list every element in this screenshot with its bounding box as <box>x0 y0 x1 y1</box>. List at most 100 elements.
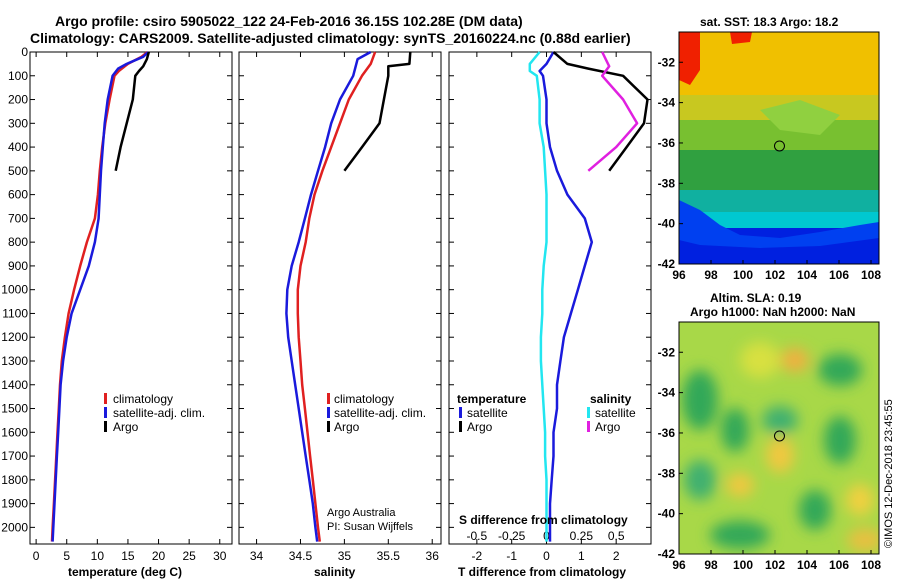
pressure-tick-label: 1400 <box>1 378 28 392</box>
series-line-climatology <box>296 51 377 542</box>
lon-tick-label: 100 <box>733 268 753 282</box>
lon-tick-label: 98 <box>704 558 718 572</box>
lat-tick-label: -36 <box>658 136 676 150</box>
x-tick-label: 30 <box>213 549 227 563</box>
x-tick-label: 20 <box>152 549 166 563</box>
legend-swatch-climatology <box>104 393 107 404</box>
legend-swatch-argo <box>104 421 107 432</box>
legend-swatch-t-argo <box>459 421 462 432</box>
lon-tick-label: 96 <box>672 558 686 572</box>
series-line-climatology <box>50 51 149 542</box>
pressure-tick-label: 900 <box>8 259 28 273</box>
legend-swatch-satellite <box>104 407 107 418</box>
x-tick-label: 1 <box>578 549 585 563</box>
series-line-t-satellite <box>538 51 594 542</box>
figure-title-line1: Argo profile: csiro 5905022_122 24-Feb-2… <box>55 13 523 29</box>
sst-map-title: sat. SST: 18.3 Argo: 18.2 <box>700 15 839 29</box>
legend-label-satellite: satellite-adj. clim. <box>334 406 426 420</box>
legend-title-temperature: temperature <box>457 392 527 406</box>
series-line-satellite-adj-clim- <box>285 50 372 542</box>
lat-tick-label: -42 <box>658 547 676 561</box>
temperature-x-ticks: 0 5 10 15 20 25 30 <box>33 52 227 563</box>
legend-swatch-s-argo <box>587 421 590 432</box>
series-line-satellite-adj-clim- <box>51 51 149 542</box>
lat-tick-label: -40 <box>658 507 676 521</box>
pressure-tick-label: 100 <box>8 69 28 83</box>
s-difference-tick-label: 0.25 <box>570 529 594 543</box>
salinity-x-label: salinity <box>314 565 356 579</box>
salinity-legend: climatology satellite-adj. clim. Argo <box>327 392 426 434</box>
pressure-tick-label: 300 <box>8 116 28 130</box>
lat-tick-label: -42 <box>658 257 676 271</box>
pressure-tick-label: 1700 <box>1 449 28 463</box>
lon-tick-label: 100 <box>733 558 753 572</box>
temperature-plot-frame <box>29 51 233 545</box>
series-line-argo <box>343 51 412 172</box>
pressure-tick-label: 700 <box>8 211 28 225</box>
lon-tick-label: 96 <box>672 268 686 282</box>
x-tick-label: 5 <box>63 549 70 563</box>
credit-argo-australia: Argo Australia <box>327 507 396 519</box>
legend-label-s-satellite: satellite <box>595 406 636 420</box>
s-difference-x-ticks: -0.5 -0.25 0 0.25 0.5 <box>467 529 625 543</box>
lat-tick-label: -34 <box>658 386 676 400</box>
legend-swatch-argo <box>327 421 330 432</box>
legend-swatch-climatology <box>327 393 330 404</box>
lon-tick-label: 106 <box>829 268 849 282</box>
lon-tick-label: 106 <box>829 558 849 572</box>
series-line-s-argo <box>587 51 639 172</box>
sst-argo-position-marker <box>773 140 785 152</box>
salinity-plot-frame <box>238 51 442 545</box>
lon-tick-label: 108 <box>861 268 881 282</box>
pressure-tick-label: 1100 <box>2 306 28 320</box>
difference-legend: temperature salinity satellite Argo sate… <box>457 392 636 434</box>
legend-swatch-s-satellite <box>587 407 590 418</box>
difference-series <box>528 51 649 542</box>
pressure-tick-label: 400 <box>8 140 28 154</box>
pressure-tick-label: 1600 <box>1 425 28 439</box>
x-tick-label: 34.5 <box>289 549 313 563</box>
legend-title-salinity: salinity <box>590 392 632 406</box>
pressure-tick-label: 0 <box>21 45 28 59</box>
salinity-series <box>285 50 412 542</box>
x-tick-label: 35 <box>338 549 352 563</box>
s-difference-tick-label: -0.5 <box>467 529 488 543</box>
x-tick-label: 2 <box>613 549 620 563</box>
pressure-tick-label: 1800 <box>1 473 28 487</box>
temperature-series <box>50 51 151 542</box>
legend-label-argo: Argo <box>113 420 139 434</box>
pressure-axis-labels: 0 100 200 300 400 500 600 700 800 900 1000 1100 1200… <box>1 45 651 534</box>
sla-map-title: Altim. SLA: 0.19 <box>710 291 802 305</box>
x-tick-label: 36 <box>426 549 440 563</box>
sst-map-lat-ticks: -32 -34 -36 -38 -40 -42 <box>658 55 683 271</box>
pressure-tick-label: 1200 <box>1 330 28 344</box>
temperature-x-label: temperature (deg C) <box>68 565 182 579</box>
lon-tick-label: 102 <box>765 558 785 572</box>
s-difference-tick-label: -0.25 <box>498 529 526 543</box>
s-difference-tick-label: 0.5 <box>608 529 625 543</box>
pressure-tick-label: 500 <box>8 164 28 178</box>
x-tick-label: -2 <box>472 549 483 563</box>
legend-label-t-argo: Argo <box>467 420 493 434</box>
t-difference-x-ticks: -2 -1 0 1 2 <box>472 52 620 563</box>
x-tick-label: 0 <box>33 549 40 563</box>
lon-tick-label: 104 <box>797 268 817 282</box>
legend-label-climatology: climatology <box>113 392 173 406</box>
salinity-x-ticks: 34 34.5 35 35.5 36 <box>250 52 439 563</box>
x-tick-label: -1 <box>506 549 517 563</box>
legend-label-climatology: climatology <box>334 392 394 406</box>
pressure-tick-label: 1000 <box>1 283 28 297</box>
series-line-s-satellite <box>528 51 548 542</box>
x-tick-label: 15 <box>121 549 135 563</box>
legend-label-argo: Argo <box>334 420 360 434</box>
lat-tick-label: -32 <box>658 345 676 359</box>
x-tick-label: 34 <box>250 549 264 563</box>
pressure-tick-label: 1500 <box>1 402 28 416</box>
pressure-tick-label: 1300 <box>1 354 28 368</box>
series-line-argo <box>114 51 151 172</box>
sst-map-field <box>679 32 879 264</box>
pressure-tick-label: 1900 <box>1 497 28 511</box>
lon-tick-label: 102 <box>765 268 785 282</box>
legend-label-satellite: satellite-adj. clim. <box>113 406 205 420</box>
